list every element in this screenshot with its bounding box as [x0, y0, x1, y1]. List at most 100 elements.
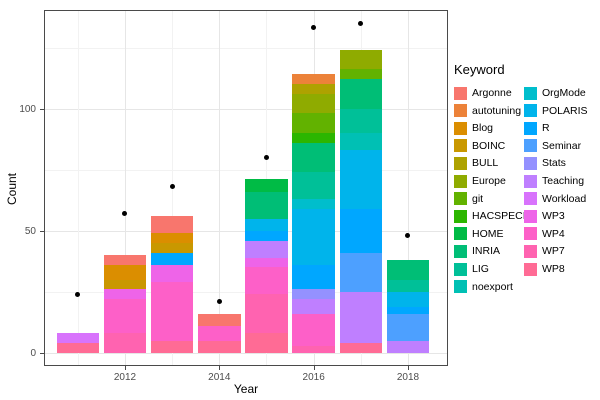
- bar-segment: [292, 289, 335, 300]
- bar-segment: [103, 299, 147, 334]
- gridline-major-y: [45, 108, 447, 110]
- legend-swatch: [524, 209, 537, 223]
- bar-segment: [339, 252, 383, 292]
- bar-segment: [339, 291, 383, 344]
- legend-swatch: [524, 244, 537, 258]
- legend-item: Workload: [524, 192, 586, 206]
- bar-segment: [198, 313, 241, 327]
- bar-segment: [150, 265, 194, 283]
- bar-segment: [245, 333, 288, 353]
- x-axis-tick: [219, 366, 221, 370]
- gridline-minor-y: [45, 47, 447, 49]
- data-point: [263, 154, 269, 160]
- legend-item: OrgMode: [524, 86, 586, 100]
- legend-item: noexport: [454, 280, 513, 294]
- legend-item-label: git: [472, 192, 484, 205]
- bar-segment: [103, 333, 147, 353]
- bar-segment: [103, 265, 147, 280]
- legend-swatch: [524, 139, 537, 153]
- legend-item: BULL: [454, 156, 498, 170]
- legend-item-label: Teaching: [542, 175, 585, 187]
- legend-item: POLARIS: [524, 104, 588, 118]
- bar-segment: [56, 343, 100, 353]
- bar-segment: [292, 74, 335, 85]
- bar-segment: [292, 345, 335, 353]
- bar-segment: [386, 340, 430, 353]
- bar-segment: [339, 69, 383, 80]
- x-tick-label: 2018: [396, 372, 420, 383]
- legend-swatch: [454, 262, 467, 276]
- legend-swatch: [454, 139, 467, 153]
- legend-item-label: BULL: [472, 157, 499, 170]
- bar-segment: [150, 252, 194, 265]
- y-axis-tick: [40, 108, 44, 110]
- data-point: [75, 291, 81, 297]
- x-axis-tick: [407, 366, 409, 370]
- legend-item-label: Europe: [472, 175, 506, 187]
- data-point: [405, 233, 411, 239]
- bar-segment: [292, 313, 335, 346]
- bar-segment: [339, 49, 383, 70]
- bar-segment: [339, 208, 383, 253]
- legend-item: INRIA: [454, 244, 500, 258]
- legend-item: autotuning: [454, 104, 521, 118]
- bar-segment: [245, 191, 288, 219]
- legend-item: WP4: [524, 227, 565, 241]
- legend-item-label: autotuning: [472, 104, 522, 117]
- legend-swatch: [454, 280, 467, 294]
- legend-swatch: [524, 192, 537, 206]
- bar-segment: [103, 279, 147, 290]
- legend-items: Argonne autotuning Blog BOINC BULL Europe git H…: [454, 86, 600, 299]
- bar-segment: [150, 340, 194, 353]
- y-tick-label: 50: [24, 225, 36, 237]
- bar-segment: [56, 333, 100, 344]
- legend-item-label: noexport: [472, 280, 513, 293]
- data-point: [122, 211, 128, 217]
- bar-segment: [386, 306, 430, 314]
- bar-segment: [386, 313, 430, 341]
- bar-segment: [292, 265, 335, 290]
- legend-item: Teaching: [524, 174, 584, 188]
- legend-item-label: LIG: [472, 263, 489, 275]
- legend-item: Blog: [454, 121, 493, 135]
- legend-item: LIG: [454, 262, 489, 276]
- bar-segment: [292, 84, 335, 94]
- bar-segment: [245, 179, 288, 192]
- legend-item: WP8: [524, 262, 565, 276]
- legend-item: R: [524, 121, 550, 135]
- legend-item: WP3: [524, 209, 565, 223]
- legend-swatch: [454, 227, 467, 241]
- gridline-minor-x: [77, 11, 79, 365]
- bar-segment: [339, 343, 383, 353]
- legend-item: Europe: [454, 174, 506, 188]
- bar-segment: [245, 257, 288, 268]
- bar-segment: [386, 279, 430, 292]
- legend-item-label: HACSPECIS: [472, 210, 533, 223]
- y-tick-label: 100: [19, 103, 36, 115]
- legend-swatch: [524, 156, 537, 170]
- legend-swatch: [524, 121, 537, 135]
- legend-item-label: Blog: [472, 122, 494, 135]
- legend: Keyword Argonne autotuning Blog BOINC BULL Eu…: [454, 62, 600, 299]
- bar-segment: [292, 93, 335, 114]
- data-point: [169, 184, 175, 190]
- legend-item: Argonne: [454, 86, 512, 100]
- x-axis-tick: [124, 366, 126, 370]
- legend-swatch: [454, 174, 467, 188]
- bar-segment: [150, 243, 194, 253]
- legend-item: HOME: [454, 227, 504, 241]
- bar-segment: [339, 150, 383, 209]
- data-point: [311, 25, 317, 31]
- bar-segment: [245, 294, 288, 334]
- bar-segment: [292, 172, 335, 200]
- y-axis-tick: [40, 353, 44, 354]
- legend-item-label: INRIA: [472, 245, 501, 258]
- bar-segment: [150, 233, 194, 243]
- legend-item: WP7: [524, 244, 565, 258]
- legend-item-label: WP7: [542, 245, 565, 258]
- legend-swatch: [454, 86, 467, 100]
- bar-segment: [198, 340, 241, 353]
- gridline-major-x: [219, 11, 221, 365]
- legend-item-label: HOME: [472, 227, 504, 240]
- bar-segment: [339, 133, 383, 151]
